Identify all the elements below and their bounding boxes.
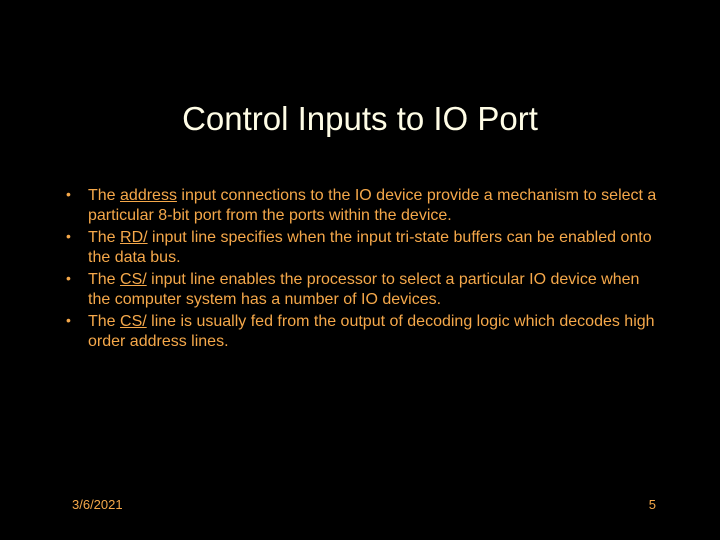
list-item: • The address input connections to the I… (64, 186, 664, 226)
bullet-prefix: The (88, 187, 120, 204)
bullet-prefix: The (88, 271, 120, 288)
bullet-prefix: The (88, 229, 120, 246)
slide: Control Inputs to IO Port • The address … (0, 0, 720, 540)
footer-date: 3/6/2021 (72, 497, 123, 512)
slide-content: • The address input connections to the I… (0, 186, 720, 352)
bullet-suffix: line is usually fed from the output of d… (88, 313, 655, 350)
list-item: • The CS/ line is usually fed from the o… (64, 312, 664, 352)
bullet-suffix: input line enables the processor to sele… (88, 271, 639, 308)
bullet-underlined: CS/ (120, 271, 147, 288)
footer-page-number: 5 (649, 497, 656, 512)
bullet-dot-icon: • (66, 270, 71, 288)
slide-title: Control Inputs to IO Port (0, 0, 720, 186)
bullet-prefix: The (88, 313, 120, 330)
bullet-dot-icon: • (66, 228, 71, 246)
bullet-underlined: address (120, 187, 177, 204)
list-item: • The CS/ input line enables the process… (64, 270, 664, 310)
list-item: • The RD/ input line specifies when the … (64, 228, 664, 268)
bullet-underlined: CS/ (120, 313, 147, 330)
slide-footer: 3/6/2021 5 (0, 497, 720, 512)
bullet-dot-icon: • (66, 312, 71, 330)
bullet-dot-icon: • (66, 186, 71, 204)
bullet-list: • The address input connections to the I… (64, 186, 664, 352)
bullet-suffix: input line specifies when the input tri-… (88, 229, 652, 266)
bullet-underlined: RD/ (120, 229, 148, 246)
